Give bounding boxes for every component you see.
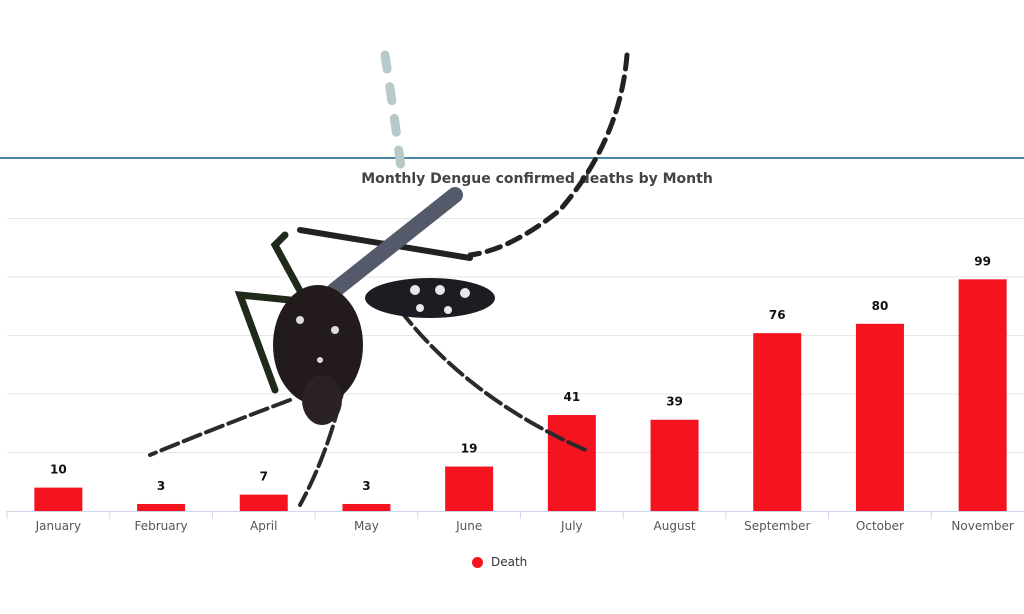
x-tick-label: July	[560, 519, 583, 533]
bar-april[interactable]	[239, 494, 288, 511]
x-tick-label: June	[455, 519, 482, 533]
data-label: 76	[769, 308, 786, 322]
x-tick-label: May	[354, 519, 379, 533]
x-tick-label: November	[951, 519, 1013, 533]
data-label: 3	[157, 479, 165, 493]
data-label: 80	[872, 299, 889, 313]
x-tick-label: September	[744, 519, 810, 533]
bar-september[interactable]	[753, 333, 802, 511]
bar-august[interactable]	[650, 419, 699, 511]
legend-marker-death	[472, 556, 483, 568]
bar-october[interactable]	[855, 323, 904, 511]
x-tick-label: August	[654, 519, 696, 533]
bar-february[interactable]	[137, 503, 186, 511]
x-tick-label: April	[250, 519, 277, 533]
data-label: 3	[362, 479, 370, 493]
data-label: 10	[50, 463, 67, 477]
data-label: 7	[260, 470, 268, 484]
bar-november[interactable]	[958, 279, 1007, 511]
legend-label-death: Death	[491, 555, 528, 569]
bar-january[interactable]	[34, 487, 83, 511]
bar-may[interactable]	[342, 503, 391, 511]
x-tick-label: February	[134, 519, 187, 533]
x-tick-label: October	[856, 519, 904, 533]
data-label: 19	[461, 442, 478, 456]
legend[interactable]: Death	[472, 555, 527, 569]
data-label: 99	[974, 254, 991, 268]
data-label: 39	[666, 395, 683, 409]
data-label: 41	[563, 390, 580, 404]
bar-june[interactable]	[445, 466, 494, 511]
bar-july[interactable]	[547, 415, 596, 511]
x-tick-label: January	[35, 519, 82, 533]
